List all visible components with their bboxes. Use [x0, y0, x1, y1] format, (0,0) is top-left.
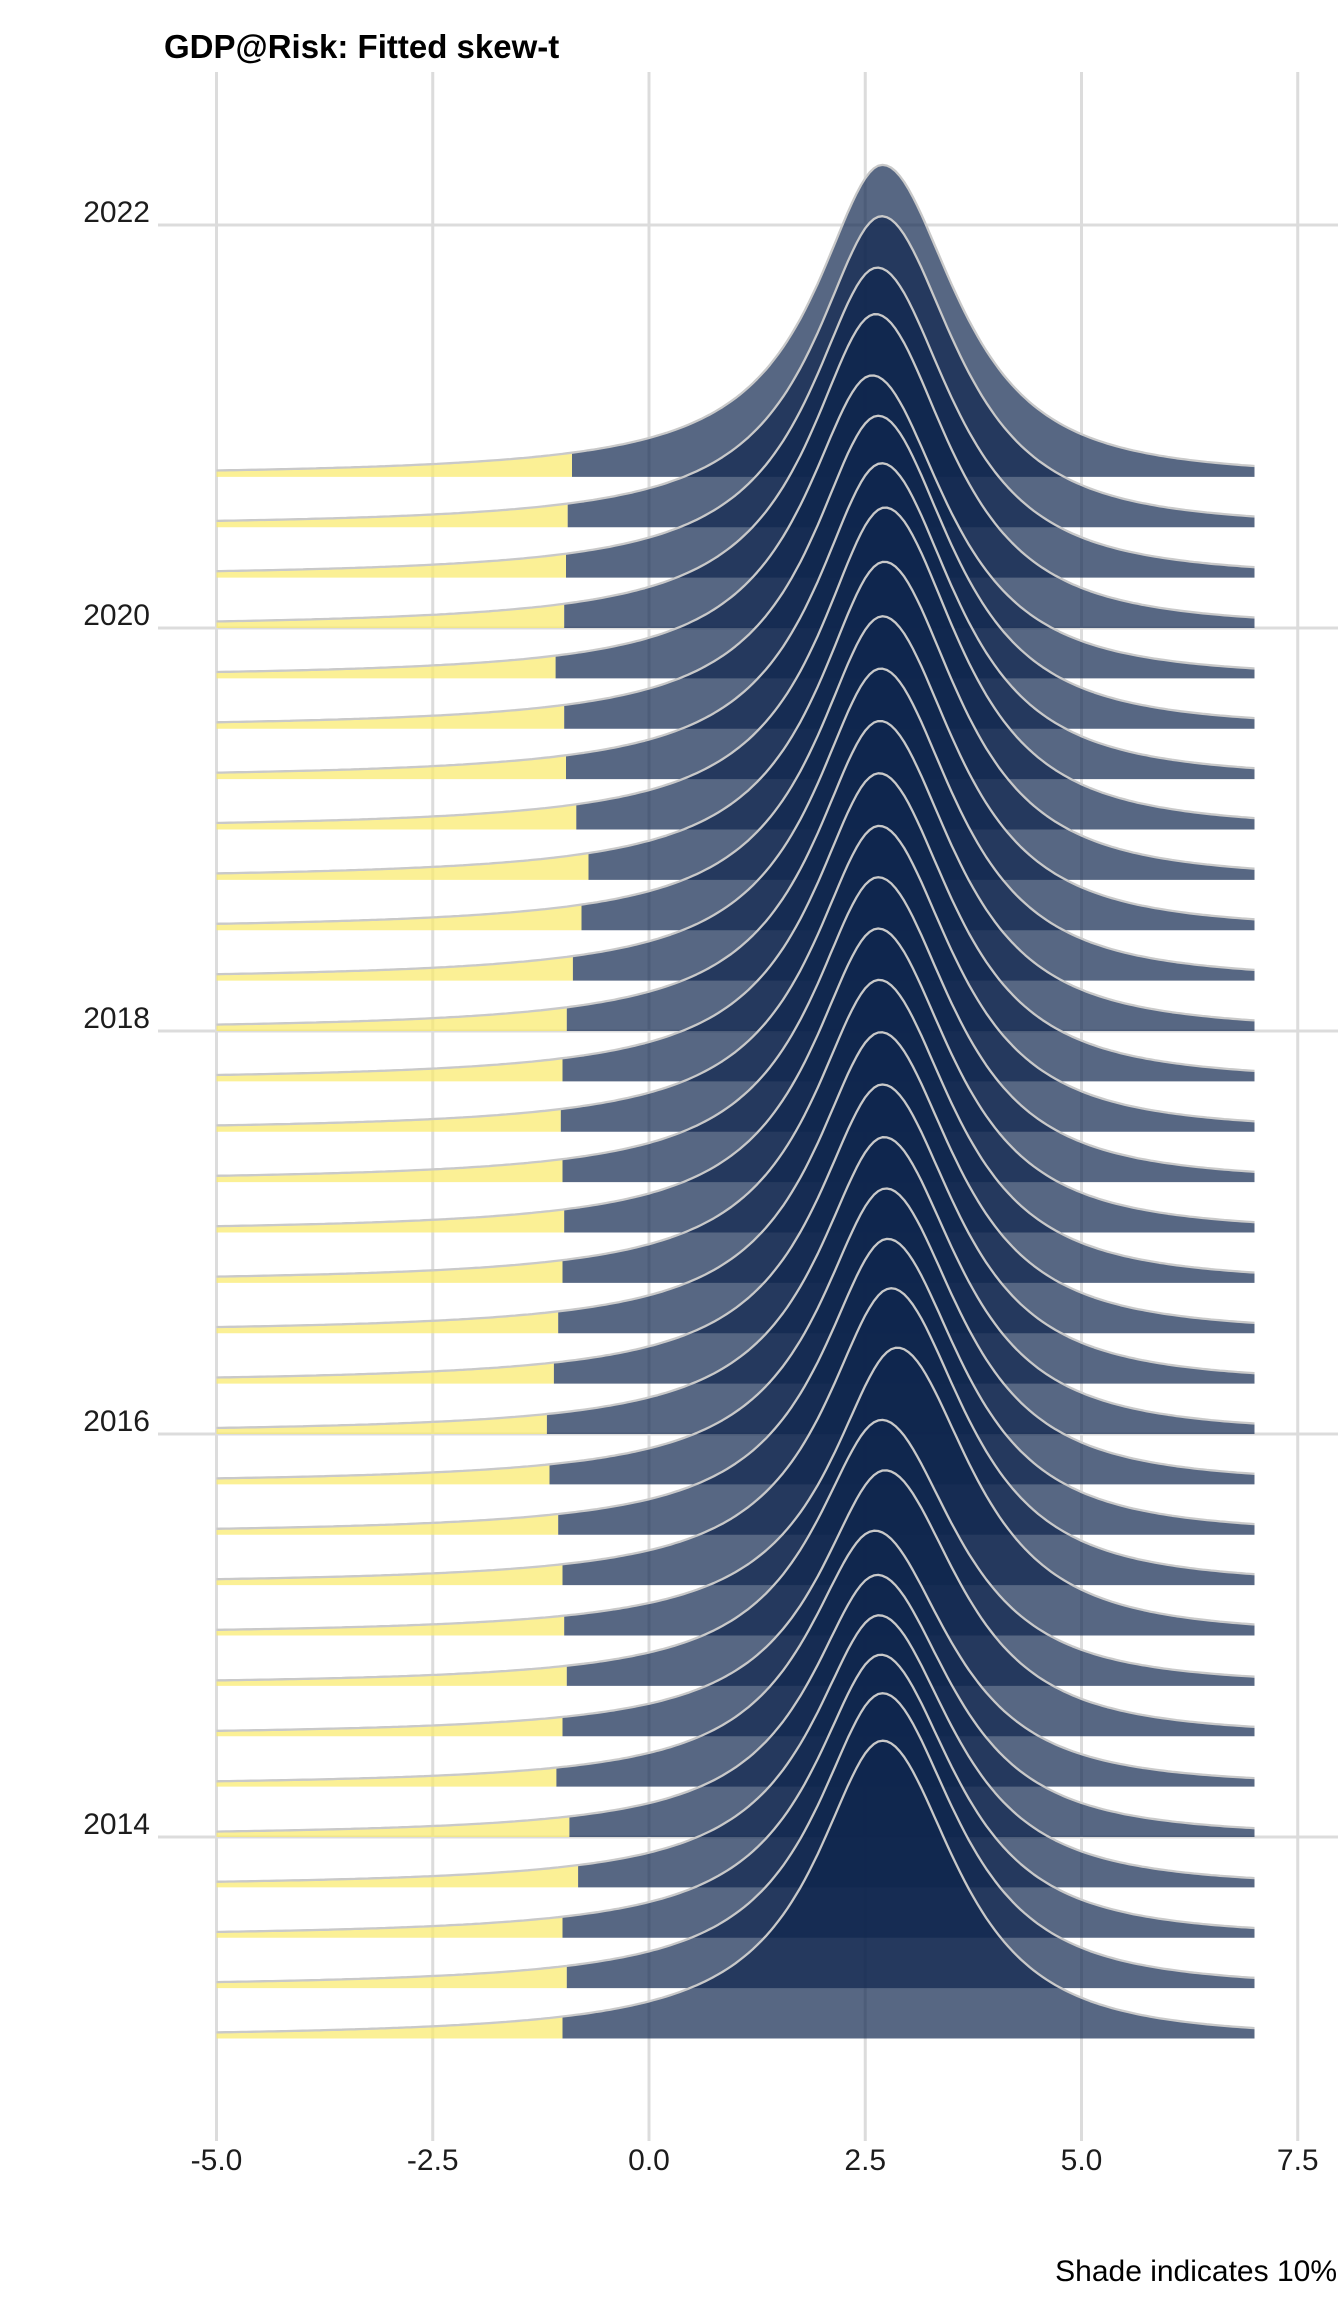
density-tail-10pct [216, 1464, 550, 1485]
density-outline [216, 1614, 1255, 1883]
density-outline [216, 560, 1255, 875]
density-tail-10pct [216, 1260, 563, 1283]
density-outline [216, 266, 1255, 573]
density-tail-10pct [216, 804, 577, 830]
density-outline [216, 615, 1255, 925]
density-tail-10pct [216, 1109, 561, 1132]
density-tail-10pct [216, 503, 568, 528]
density-outline [216, 215, 1255, 523]
density-outline [216, 462, 1255, 774]
x-tick-label: -2.5 [407, 2144, 459, 2177]
density-tail-10pct [216, 1965, 567, 1989]
density-tail-10pct [216, 2016, 563, 2039]
density-row-2013-q1 [216, 1739, 1255, 2039]
density-tail-10pct [216, 1362, 554, 1384]
density-outline [216, 1692, 1255, 1984]
density-outline [216, 1469, 1255, 1732]
density-outline [216, 1136, 1255, 1430]
density-tail-10pct [216, 1514, 559, 1535]
density-tail-10pct [216, 1716, 563, 1737]
density-outline [216, 1031, 1255, 1329]
density-tail-10pct [216, 1311, 559, 1334]
y-tick-label: 2014 [83, 1808, 150, 1841]
density-outline [216, 1739, 1255, 2034]
density-outline [216, 1346, 1255, 1631]
density-outline [216, 506, 1255, 825]
density-outline [216, 927, 1255, 1228]
density-outline [216, 1287, 1255, 1581]
density-outline [216, 163, 1255, 472]
density-outline [216, 374, 1255, 674]
y-tick-label: 2022 [83, 196, 150, 229]
shade-note: Shade indicates 10% [1055, 2255, 1337, 2288]
density-tail-10pct [216, 904, 582, 931]
density-outline [216, 772, 1255, 1077]
y-axis-labels: 2022 2020 2018 2016 2014 [83, 196, 150, 1841]
density-tail-10pct [216, 1007, 567, 1031]
density-tail-10pct [216, 655, 556, 679]
density-tail-10pct [216, 452, 572, 477]
density-tail-10pct [216, 704, 565, 729]
density-outline [216, 1083, 1255, 1379]
density-tail-10pct [216, 1916, 563, 1938]
density-tail-10pct [216, 1767, 557, 1787]
density-tail-10pct [216, 1209, 565, 1233]
density-tail-10pct [216, 603, 565, 628]
x-tick-label: 0.0 [628, 2144, 670, 2177]
density-tail-10pct [216, 755, 566, 780]
y-tick-label: 2016 [83, 1405, 150, 1438]
density-tail-10pct [216, 853, 589, 880]
density-tail-10pct [216, 1058, 563, 1082]
density-outline [216, 313, 1255, 623]
density-outline [216, 876, 1255, 1177]
density-outline [216, 1418, 1255, 1682]
density-tail-10pct [216, 1665, 567, 1686]
chart-title: GDP@Risk: Fitted skew-t [164, 28, 559, 65]
density-ridges [216, 163, 1255, 2039]
density-outline [216, 824, 1255, 1127]
y-tick-label: 2018 [83, 1002, 150, 1035]
x-tick-label: 2.5 [844, 2144, 886, 2177]
density-outline [216, 1237, 1255, 1530]
density-row-2020-q3 [216, 215, 1255, 528]
y-tick-label: 2020 [83, 599, 150, 632]
density-tail-10pct [216, 1159, 563, 1183]
x-tick-label: -5.0 [191, 2144, 243, 2177]
density-tail-10pct [216, 1865, 579, 1888]
density-outline [216, 978, 1255, 1278]
density-outline [216, 1187, 1255, 1480]
density-outline [216, 667, 1255, 976]
density-outline [216, 1653, 1255, 1934]
density-outline [216, 1529, 1255, 1783]
density-tail-10pct [216, 1615, 565, 1636]
density-tail-10pct [216, 1564, 563, 1586]
density-outline [216, 1573, 1255, 1833]
x-tick-label: 5.0 [1061, 2144, 1103, 2177]
x-tick-label: 7.5 [1277, 2144, 1319, 2177]
density-tail-10pct [216, 956, 573, 981]
density-tail-10pct [216, 1816, 570, 1837]
density-tail-10pct [216, 553, 566, 578]
x-axis-labels: -5.0 -2.5 0.0 2.5 5.0 7.5 [191, 2144, 1319, 2177]
density-outline [216, 719, 1255, 1026]
density-row-2020-q4 [216, 163, 1255, 477]
density-outline [216, 414, 1255, 724]
